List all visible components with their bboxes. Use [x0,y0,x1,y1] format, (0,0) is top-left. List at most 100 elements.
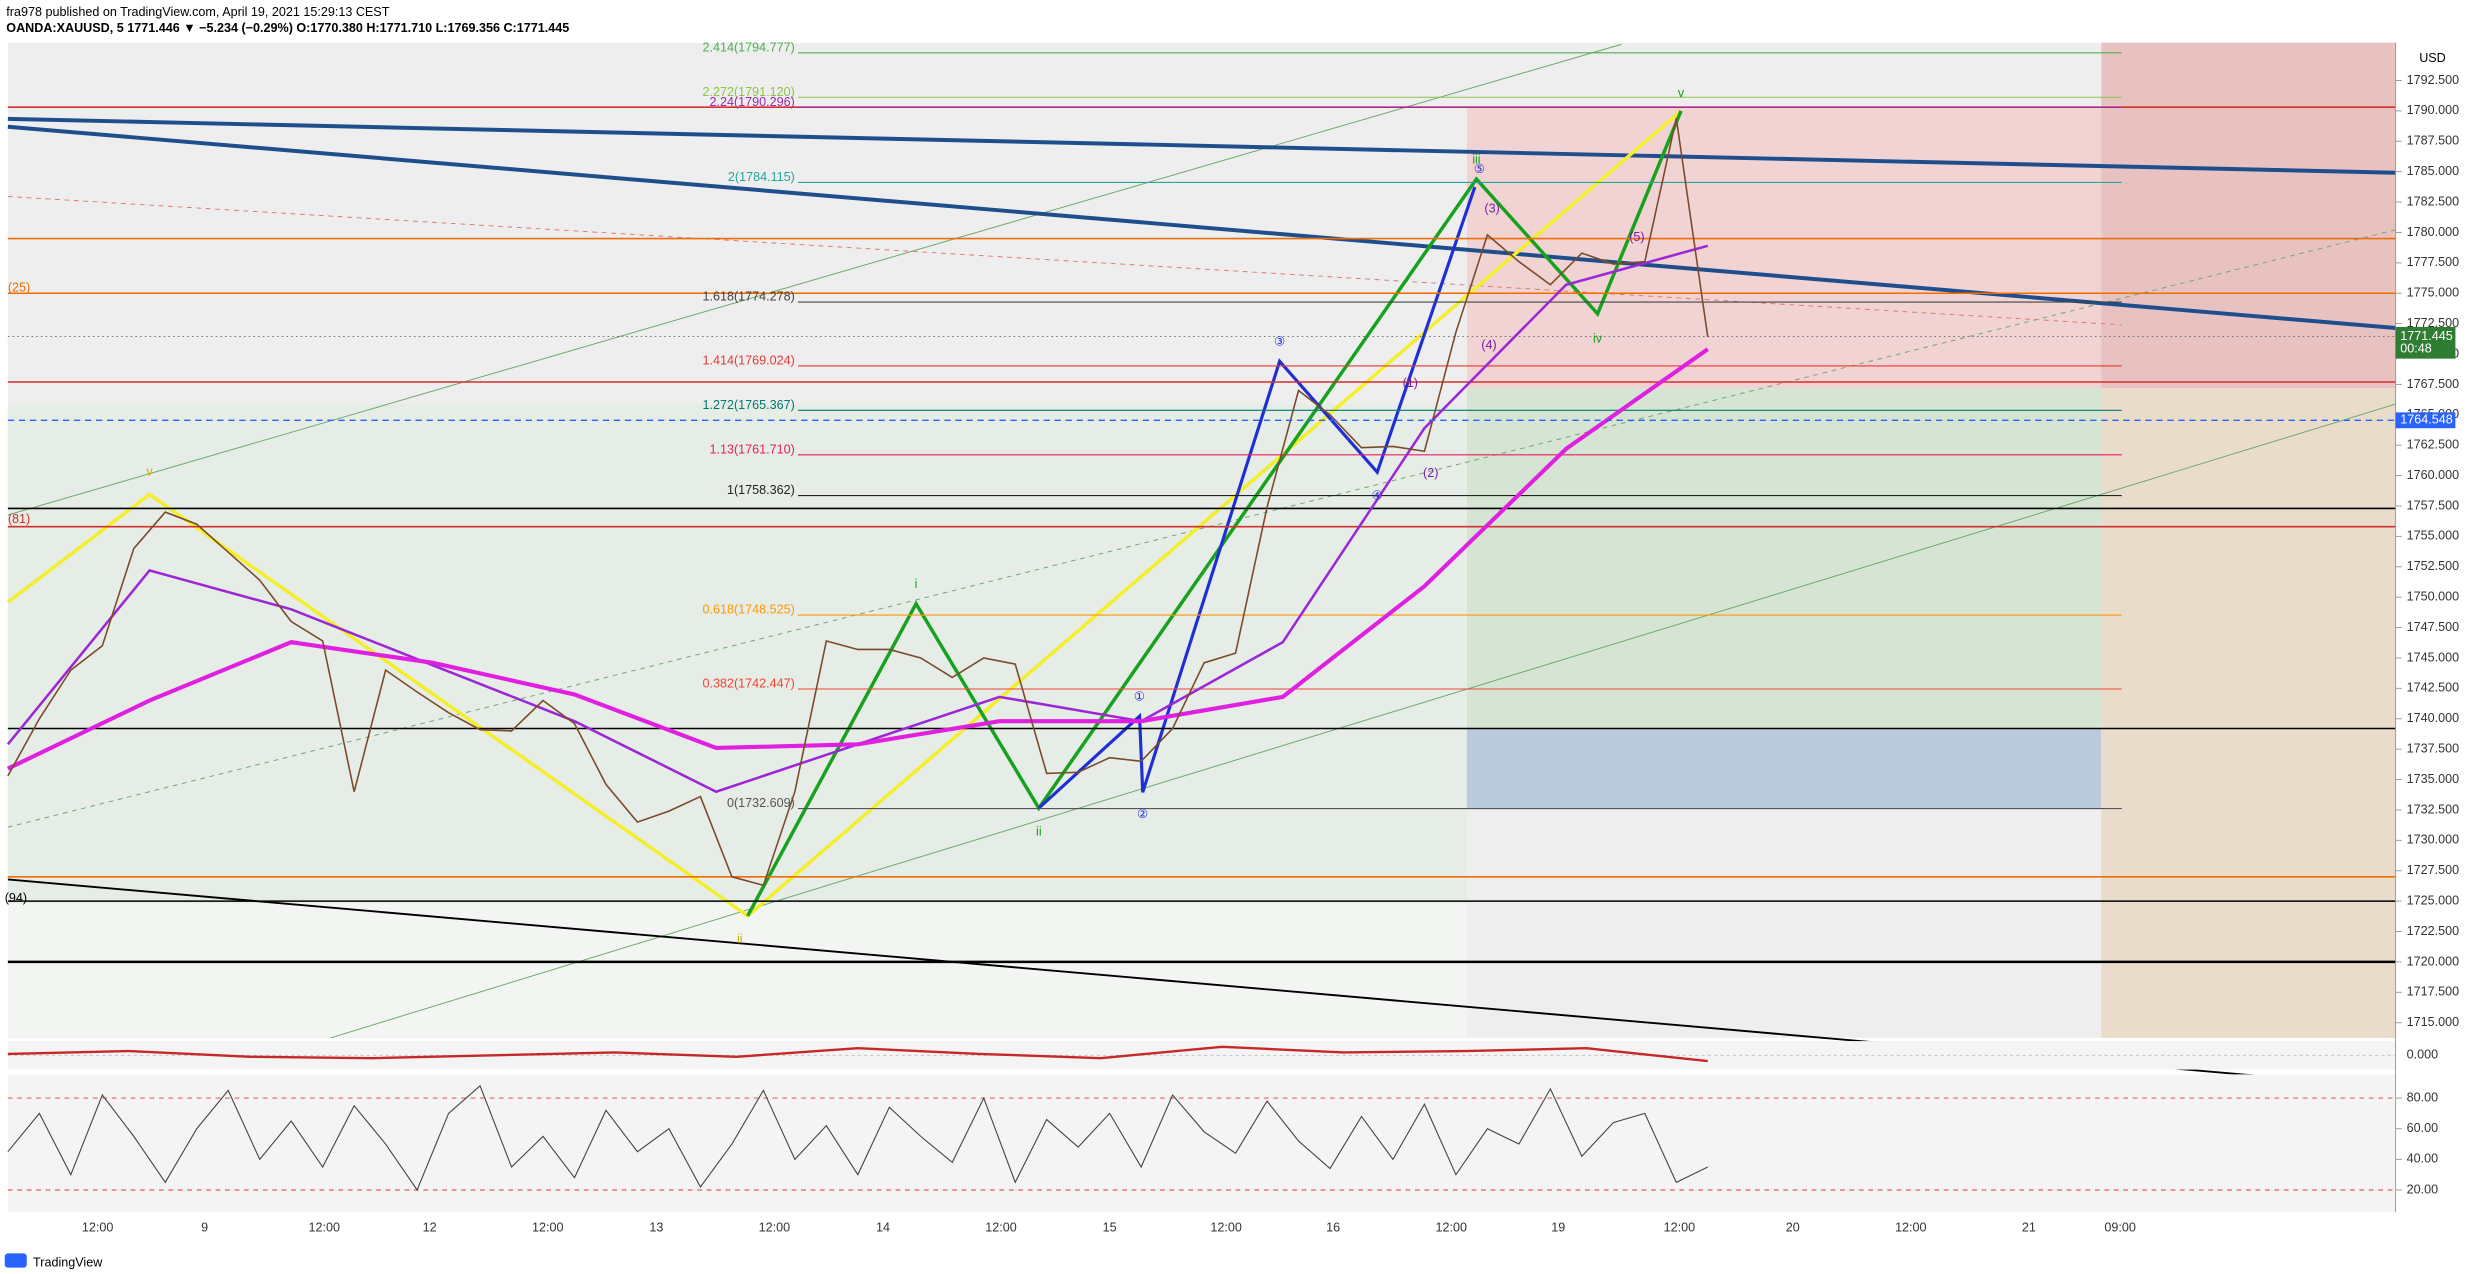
y-tick-label: 1715.000 [2407,1015,2459,1029]
y-tick-label: 1790.000 [2407,103,2459,117]
footer: TradingView [33,1255,103,1269]
wave-label: ii [737,932,743,946]
y-tick-label: 1772.500 [2407,316,2459,330]
wave-label: (1) [1403,376,1418,390]
axes: 1715.000 1717.500 1720.000 1722.500 1725.000… [82,73,2459,1235]
wave-label: (5) [1629,230,1644,244]
y-tick-label: 1792.500 [2407,73,2459,87]
y-tick-label: 1787.500 [2407,134,2459,148]
x-tick-label: 12:00 [1210,1220,1241,1234]
zone [1466,107,2102,389]
y-tick-label: 1740.000 [2407,711,2459,725]
y-tick-label: 60.00 [2407,1121,2438,1135]
x-tick-label: 12:00 [1435,1220,1466,1234]
y-tick-label: 1747.500 [2407,620,2459,634]
price-pane [6,42,2396,1082]
y-tick-label: 0.000 [2407,1048,2438,1062]
y-tick-label: 20.00 [2407,1182,2438,1196]
rsi-line [7,1084,1709,1192]
fib-label: 0(1732.609) [727,796,795,810]
wave-label: ④ [1372,488,1383,502]
oscillators: 0.000 80.00 60.00 40.00 20.00 [7,1045,2438,1196]
wave-label: (4) [1481,338,1496,352]
y-tick-label: 1785.000 [2407,164,2459,178]
trend-line [7,124,2396,330]
y-tick-label: 1720.000 [2407,954,2459,968]
y-tick-label: 1735.000 [2407,772,2459,786]
y-tick-label: 1767.500 [2407,377,2459,391]
wave-label: ⑤ [1474,162,1485,176]
x-tick-label: 15 [1103,1220,1117,1234]
y-tick-label: 1750.000 [2407,589,2459,603]
currency: USD [2419,51,2446,65]
wave-label: i [915,577,918,591]
fib-label: 1.618(1774.278) [702,290,794,304]
alert-label: 1764.548 [2400,413,2452,427]
wave-label: ii [1036,824,1042,838]
level-label: (94) [5,891,27,905]
wave-line [1037,186,1477,810]
y-tick-label: 1780.000 [2407,225,2459,239]
fib-label: 2.24(1790.296) [710,95,795,109]
rsi-pane [7,1074,2396,1213]
y-tick-label: 1725.000 [2407,893,2459,907]
y-tick-label: 1727.500 [2407,863,2459,877]
price-line [7,117,1709,887]
x-tick-label: 12 [423,1220,437,1234]
level-label: (25) [8,281,30,295]
zone [7,903,1467,1038]
x-tick-label: 09:00 [2104,1220,2135,1234]
countdown: 00:48 [2400,341,2431,355]
wave-label: v [1678,86,1685,100]
alert-box [2395,412,2456,429]
moving-average [6,347,1709,771]
zone [2101,388,2396,1038]
y-tick-label: 1777.500 [2407,255,2459,269]
y-tick-label: 1745.000 [2407,650,2459,664]
wave-label: (2) [1423,466,1438,480]
y-tick-label: 1757.500 [2407,498,2459,512]
wave-label: v [146,465,153,479]
x-tick-label: 20 [1786,1220,1800,1234]
y-tick-label: 1752.500 [2407,559,2459,573]
plot: 2.414(1794.777) 2.272(1791.120)2.24(1790.… [5,40,2396,964]
y-tick-label: 80.00 [2407,1090,2438,1104]
publish-info: fra978 published on TradingView.com, Apr… [6,5,389,19]
zone [1466,728,2102,809]
y-tick-label: 1730.000 [2407,833,2459,847]
fib-label: 0.382(1742.447) [702,677,794,691]
y-tick-label: 1760.000 [2407,468,2459,482]
x-tick-label: 21 [2022,1220,2036,1234]
x-tick-label: 12:00 [1895,1220,1926,1234]
y-tick-label: 1717.500 [2407,985,2459,999]
y-tick-label: 1722.500 [2407,924,2459,938]
zone [7,404,1467,904]
zone [1466,388,2102,729]
x-tick-label: 12:00 [759,1220,790,1234]
x-tick-label: 13 [649,1220,663,1234]
wave-label: ② [1137,807,1148,821]
trend-line [7,116,2396,175]
y-tick-label: 1732.500 [2407,802,2459,816]
logo [4,1253,27,1268]
channel-line [7,229,2396,828]
fib-label: 2.272(1791.120) [702,85,794,99]
last-price-label: 1771.445 [2400,329,2452,343]
wave-label: ③ [1274,335,1285,349]
y-tick-label: 1775.000 [2407,286,2459,300]
wave-label: iii [1472,152,1480,166]
x-tick-label: 12:00 [1664,1220,1695,1234]
macd-line [7,1045,1708,1063]
y-tick-label: 1755.000 [2407,529,2459,543]
y-tick-label: 1782.500 [2407,194,2459,208]
fib-label: 1.13(1761.710) [710,442,795,456]
wave-label: ① [1134,690,1145,704]
trend-line [7,196,2122,326]
fib-label: 1.272(1765.367) [702,398,794,412]
x-tick-label: 12:00 [308,1220,339,1234]
x-tick-label: 12:00 [985,1220,1016,1234]
x-tick-label: 14 [876,1220,890,1234]
wave-line [6,109,1683,919]
